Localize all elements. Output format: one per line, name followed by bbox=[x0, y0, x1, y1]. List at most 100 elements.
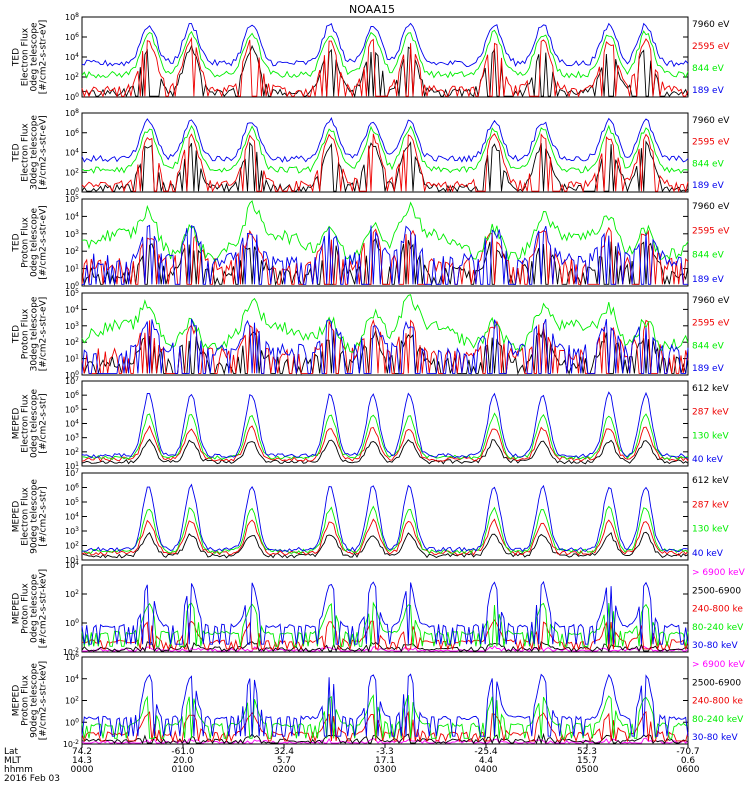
y-tick-exponent: 1 bbox=[75, 264, 79, 271]
y-tick-label: 106 bbox=[65, 483, 79, 493]
y-tick-exponent: 2 bbox=[75, 246, 79, 253]
legend-label: 2500-6900 bbox=[692, 586, 741, 596]
x-row-label: MLT bbox=[4, 756, 22, 766]
y-tick-label: 105 bbox=[65, 288, 79, 298]
legend-label: 287 keV bbox=[692, 408, 729, 418]
y-axis-label: TEDProton Flux30deg telescope[#/cm2-s-st… bbox=[12, 296, 49, 371]
x-tick-hhmm: 0200 bbox=[273, 765, 296, 775]
x-tick-lat: 52.3 bbox=[577, 747, 597, 757]
y-axis-label-line: 0deg telescope bbox=[30, 22, 40, 92]
series-line-green bbox=[81, 601, 689, 647]
legend-label: 287 keV bbox=[692, 500, 729, 510]
x-tick-mlt: 20.0 bbox=[173, 756, 193, 766]
y-tick-label: 101 bbox=[65, 264, 79, 274]
y-tick-label: 103 bbox=[65, 321, 79, 331]
series-line-green bbox=[81, 200, 689, 265]
y-axis-label: MEPEDProton Flux0deg telescope[#/cm2-s-s… bbox=[12, 569, 49, 648]
y-tick-label: 102 bbox=[65, 167, 79, 177]
y-tick-label: 105 bbox=[65, 404, 79, 414]
y-axis-label-line: 90deg telescope bbox=[30, 479, 40, 554]
x-tick-hhmm: 0100 bbox=[172, 765, 195, 775]
y-axis-label: MEPEDElectron Flux0deg telescope[#/cm2-s… bbox=[12, 389, 49, 459]
legend-label: 40 keV bbox=[692, 455, 724, 465]
series-line-red bbox=[81, 619, 689, 651]
y-tick-label: 107 bbox=[65, 376, 79, 386]
panel-8: 10-2 100 102 104 106 MEPEDProton Flux90deg te… bbox=[12, 652, 746, 749]
series-line-red bbox=[81, 518, 689, 556]
legend-label: 240-800 ke bbox=[692, 697, 743, 707]
y-tick-exponent: 3 bbox=[75, 229, 79, 236]
y-tick-exponent: 6 bbox=[75, 390, 79, 397]
y-axis-label-line: 30deg telescope bbox=[30, 296, 40, 371]
y-tick-label: 102 bbox=[65, 447, 79, 457]
y-axis-label-line: MEPED bbox=[12, 408, 22, 440]
series-line-green bbox=[81, 694, 689, 739]
y-tick-exponent: 0 bbox=[75, 187, 79, 194]
y-tick-label: 104 bbox=[65, 52, 79, 62]
y-tick-exponent: 4 bbox=[75, 512, 79, 519]
panel-6: 101 102 103 104 105 106 107 MEPEDElectron Flux9… bbox=[12, 468, 730, 565]
series-line-green bbox=[81, 294, 689, 353]
y-tick-exponent: 0 bbox=[75, 281, 79, 288]
y-axis-label: TEDElectron Flux0deg telescope[#/cm2-s-s… bbox=[12, 20, 49, 95]
y-tick-label: 101 bbox=[65, 354, 79, 364]
legend-label: 189 eV bbox=[692, 364, 725, 374]
y-tick-label: 107 bbox=[65, 468, 79, 478]
x-tick-hhmm: 0500 bbox=[576, 765, 599, 775]
legend-label: 2595 eV bbox=[692, 226, 730, 236]
legend-label: > 6900 keV bbox=[692, 660, 746, 670]
y-axis-label: TEDElectron Flux30deg telescope[#/cm2-s-… bbox=[12, 115, 49, 190]
y-axis-label-line: Proton Flux bbox=[21, 675, 31, 726]
x-tick-mlt: 14.3 bbox=[72, 756, 92, 766]
legend-label: 7960 eV bbox=[692, 20, 730, 30]
y-tick-exponent: 4 bbox=[75, 419, 79, 426]
y-axis-label-line: MEPED bbox=[12, 685, 22, 717]
y-tick-label: 102 bbox=[65, 72, 79, 82]
x-row-label: Lat bbox=[4, 747, 19, 757]
y-tick-exponent: 5 bbox=[75, 288, 79, 295]
x-tick-hhmm: 0600 bbox=[677, 765, 700, 775]
y-tick-exponent: 7 bbox=[75, 468, 79, 475]
y-tick-exponent: 2 bbox=[75, 696, 79, 703]
y-tick-exponent: 6 bbox=[75, 32, 79, 39]
x-tick-lat: -25.4 bbox=[474, 747, 498, 757]
y-axis-label: MEPEDElectron Flux90deg telescope[#/cm2-… bbox=[12, 479, 49, 554]
series-line-green bbox=[81, 29, 689, 79]
y-axis-label-line: Electron Flux bbox=[21, 27, 31, 86]
x-tick-mlt: 15.7 bbox=[577, 756, 597, 766]
y-axis-label-line: 0deg telescope bbox=[30, 389, 40, 459]
y-tick-exponent: -2 bbox=[73, 647, 79, 654]
y-tick-label: 104 bbox=[65, 304, 79, 314]
y-tick-exponent: 6 bbox=[75, 483, 79, 490]
y-tick-label: 104 bbox=[65, 211, 79, 221]
y-axis-label-line: [#/cm2-s-str-eV] bbox=[39, 20, 49, 95]
y-tick-label: 10-2 bbox=[63, 647, 79, 657]
y-axis-label-line: TED bbox=[12, 325, 22, 344]
y-axis-label: MEPEDProton Flux90deg telescope[#/cm2-s-… bbox=[12, 661, 49, 740]
y-tick-label: 100 bbox=[65, 717, 79, 727]
series-line-black bbox=[81, 641, 689, 653]
y-axis-label-line: [#/cm2-s-str] bbox=[39, 393, 49, 453]
y-tick-exponent: 4 bbox=[75, 304, 79, 311]
y-tick-exponent: 6 bbox=[75, 128, 79, 135]
chart-title: NOAA15 bbox=[349, 3, 395, 16]
series-line-black bbox=[81, 531, 689, 559]
legend-label: 30-80 keV bbox=[692, 641, 738, 651]
y-axis-label-line: TED bbox=[12, 143, 22, 162]
panel-frame bbox=[81, 198, 689, 287]
y-tick-label: 104 bbox=[65, 148, 79, 158]
y-tick-exponent: 1 bbox=[75, 354, 79, 361]
y-tick-exponent: 4 bbox=[75, 148, 79, 155]
y-axis-label-line: TED bbox=[12, 48, 22, 67]
series-line-blue bbox=[82, 224, 688, 285]
panel-frame bbox=[81, 112, 689, 193]
x-tick-mlt: 17.1 bbox=[375, 756, 395, 766]
series-line-black bbox=[81, 732, 689, 745]
x-tick-hhmm: 0400 bbox=[475, 765, 498, 775]
y-tick-exponent: 8 bbox=[75, 12, 79, 19]
y-axis-label-line: 0deg telescope bbox=[30, 208, 40, 278]
panel-frame bbox=[81, 292, 689, 376]
series-line-blue bbox=[81, 673, 689, 737]
